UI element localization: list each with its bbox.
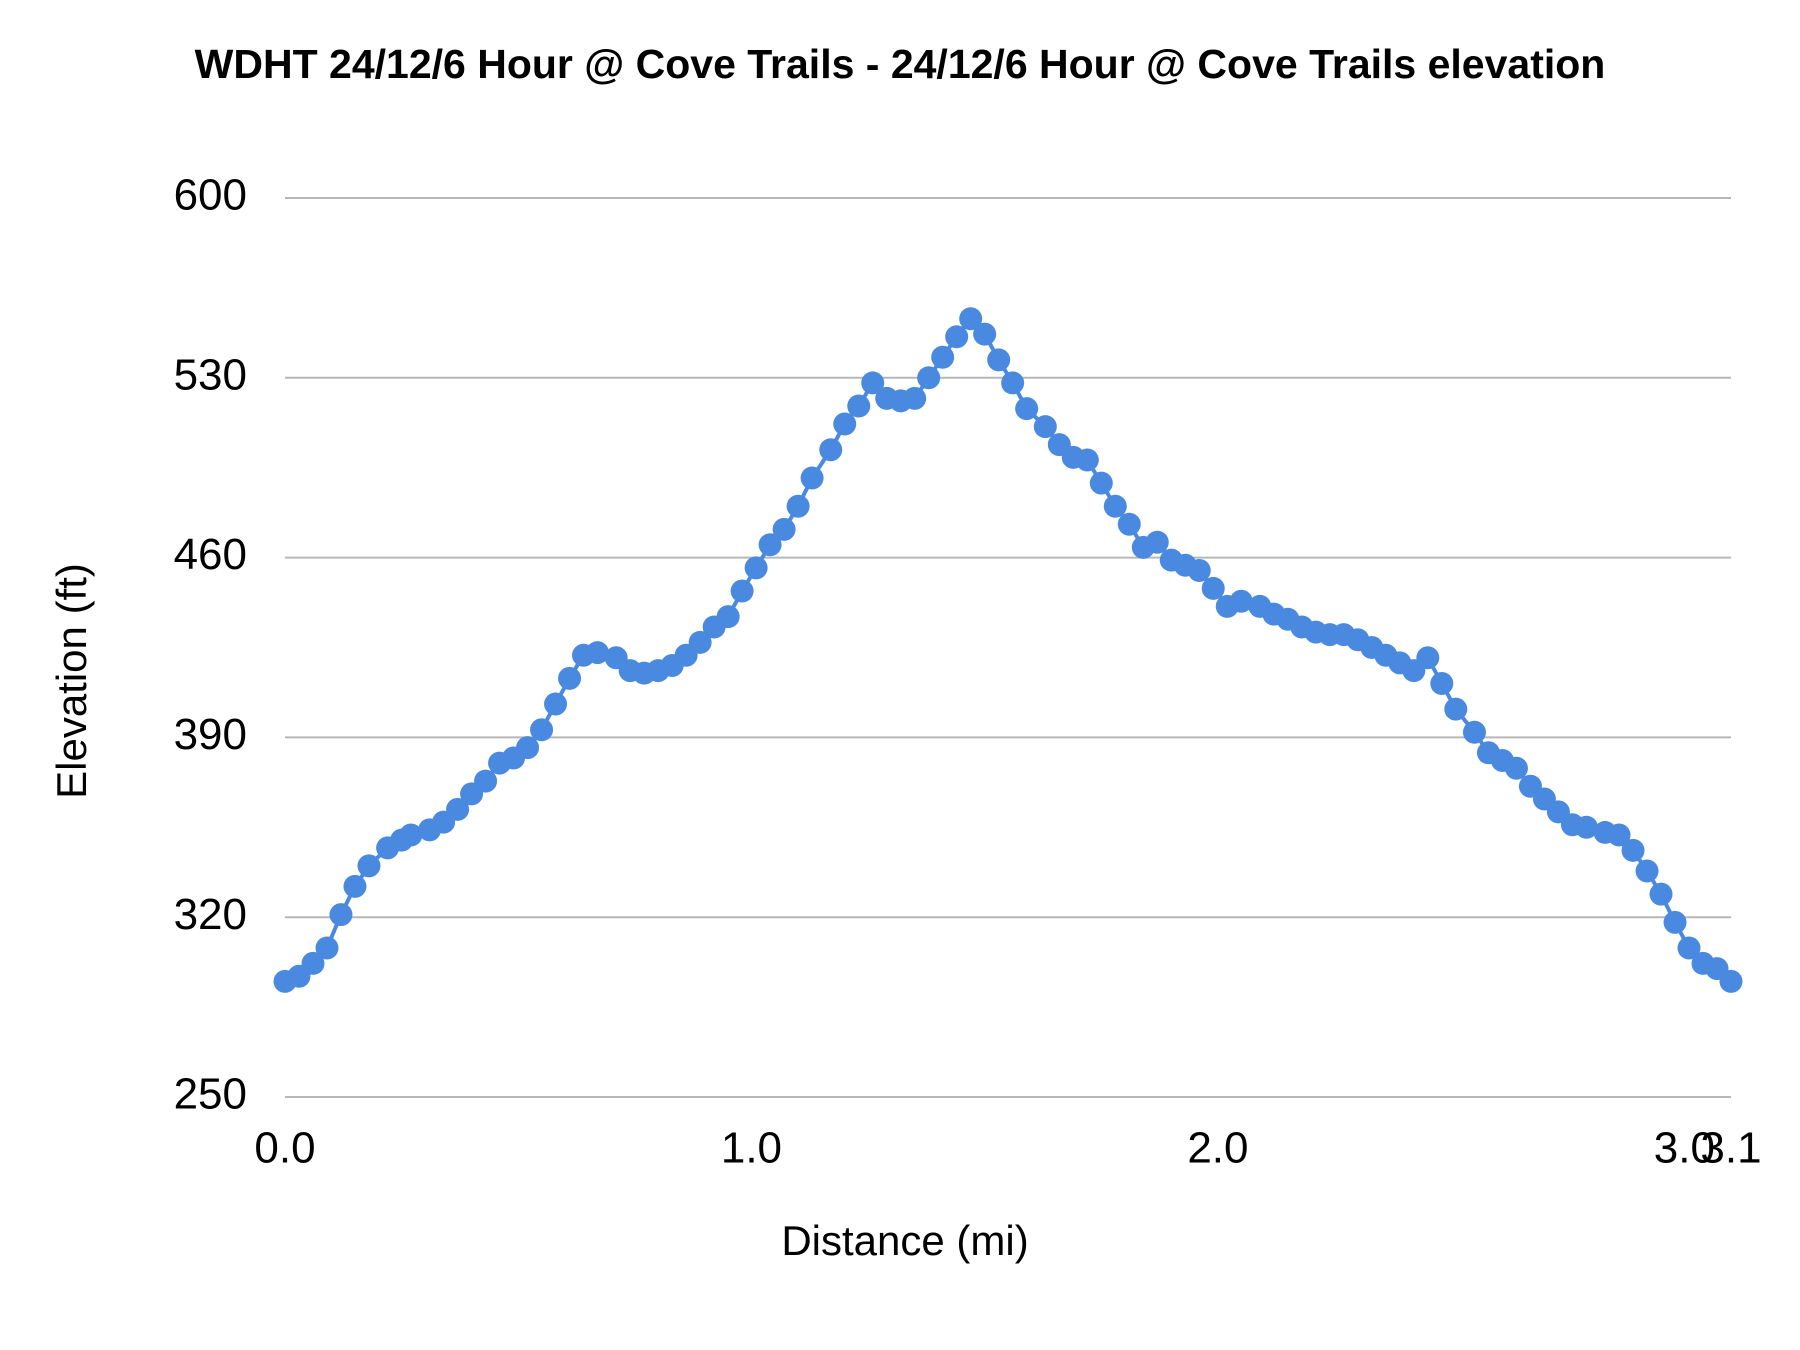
data-point <box>833 412 857 436</box>
data-point <box>931 345 955 369</box>
y-tick-label: 320 <box>174 890 247 939</box>
data-point <box>1075 448 1099 472</box>
data-point <box>1504 756 1528 780</box>
data-point <box>1677 936 1701 960</box>
data-point <box>1462 720 1486 744</box>
data-point <box>474 769 498 793</box>
data-point <box>1033 415 1057 439</box>
data-point <box>1015 397 1039 421</box>
data-point <box>343 874 367 898</box>
data-point <box>446 797 470 821</box>
y-axis-title: Elevation (ft) <box>48 563 95 799</box>
data-point <box>1416 646 1440 670</box>
x-tick-label: 3.0 <box>1654 1124 1715 1173</box>
y-tick-label: 250 <box>174 1070 247 1119</box>
data-point <box>772 517 796 541</box>
data-point <box>917 366 941 390</box>
data-point <box>1621 838 1645 862</box>
data-point <box>1229 589 1253 613</box>
data-point <box>959 307 983 331</box>
data-point <box>1117 512 1141 536</box>
data-point <box>558 666 582 690</box>
data-point <box>1444 697 1468 721</box>
data-point <box>688 630 712 654</box>
data-point <box>1574 815 1598 839</box>
x-tick-label: 0.0 <box>254 1124 315 1173</box>
data-point <box>1719 969 1743 993</box>
data-point <box>399 823 423 847</box>
data-point <box>800 466 824 490</box>
data-point <box>1089 471 1113 495</box>
data-point <box>301 951 325 975</box>
data-point <box>903 386 927 410</box>
data-point <box>1635 859 1659 883</box>
data-point <box>357 854 381 878</box>
data-point <box>744 556 768 580</box>
data-point <box>544 692 568 716</box>
data-point <box>1145 530 1169 554</box>
x-tick-label: 1.0 <box>721 1124 782 1173</box>
data-point <box>861 371 885 395</box>
data-point <box>1001 371 1025 395</box>
data-point <box>1649 882 1673 906</box>
data-point <box>329 903 353 927</box>
data-point <box>973 322 997 346</box>
x-tick-label: 2.0 <box>1187 1124 1248 1173</box>
data-point <box>786 494 810 518</box>
data-point <box>1607 823 1631 847</box>
data-point <box>1201 576 1225 600</box>
data-point <box>1187 558 1211 582</box>
data-point <box>1663 910 1687 934</box>
y-tick-label: 390 <box>174 710 247 759</box>
data-point <box>315 936 339 960</box>
data-point <box>1430 671 1454 695</box>
chart-title: WDHT 24/12/6 Hour @ Cove Trails - 24/12/… <box>195 41 1606 87</box>
data-point <box>987 348 1011 372</box>
data-point <box>586 641 610 665</box>
data-point <box>716 605 740 629</box>
data-point <box>730 579 754 603</box>
data-point <box>1103 494 1127 518</box>
data-point <box>819 438 843 462</box>
x-axis-title: Distance (mi) <box>781 1217 1028 1264</box>
data-point <box>516 736 540 760</box>
y-tick-label: 530 <box>174 350 247 399</box>
y-tick-label: 460 <box>174 530 247 579</box>
data-point <box>945 325 969 349</box>
data-point <box>530 718 554 742</box>
data-point <box>847 394 871 418</box>
x-tick-label: 3.1 <box>1700 1124 1761 1173</box>
y-tick-label: 600 <box>174 171 247 220</box>
data-point <box>758 533 782 557</box>
